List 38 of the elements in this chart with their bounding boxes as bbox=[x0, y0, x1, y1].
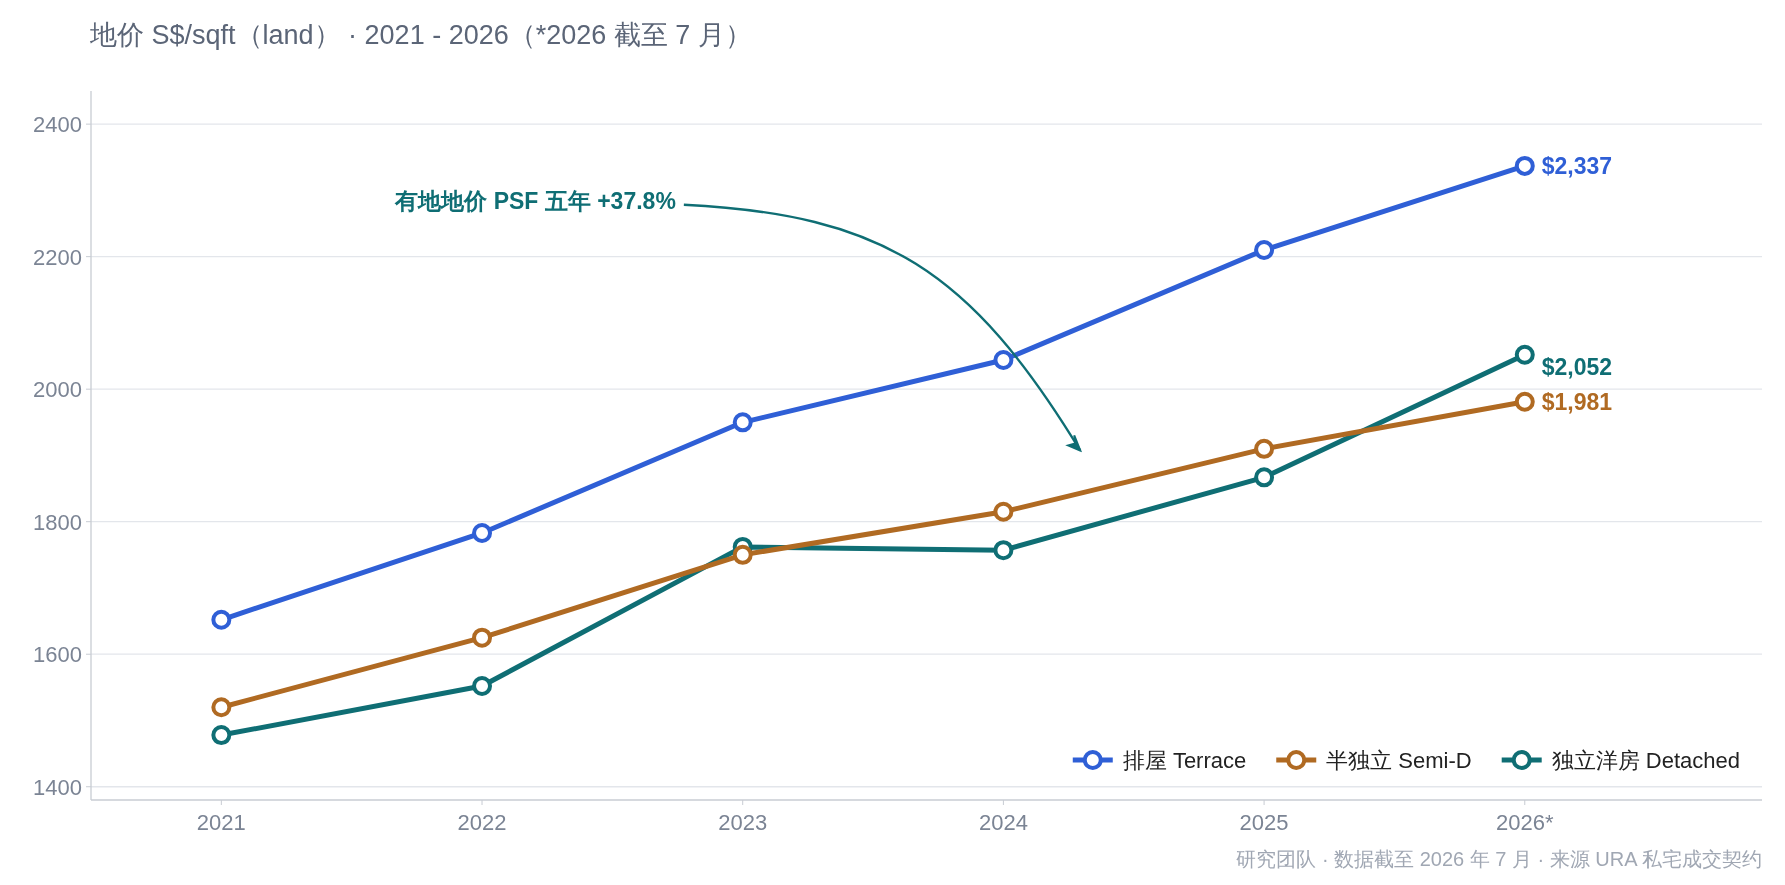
point bbox=[1254, 240, 1275, 261]
point bbox=[211, 609, 232, 630]
point bbox=[1514, 155, 1535, 176]
x-tick-label: 2023 bbox=[718, 810, 768, 835]
point bbox=[993, 350, 1014, 371]
legend-label: 排屋 Terrace bbox=[1122, 748, 1247, 773]
point bbox=[211, 697, 232, 718]
x-tick-label: 2026* bbox=[1496, 810, 1554, 835]
point bbox=[1514, 344, 1535, 365]
point bbox=[472, 627, 493, 648]
data-label: $1,981 bbox=[1541, 388, 1613, 415]
point bbox=[732, 412, 753, 433]
y-tick-label: 2400 bbox=[33, 112, 82, 138]
annotation: 有地地价 PSF 五年 +37.8% bbox=[394, 187, 676, 214]
point bbox=[1254, 467, 1275, 488]
x-tick-label: 2024 bbox=[978, 810, 1028, 835]
point bbox=[472, 522, 493, 543]
chart-title: 地价 S$/sqft（land） · 2021 - 2026（*2026 截至 7 月） bbox=[89, 20, 752, 50]
point bbox=[211, 725, 232, 746]
y-tick-label: 1800 bbox=[33, 509, 82, 535]
point bbox=[732, 544, 753, 565]
data-label: $2,052 bbox=[1541, 353, 1613, 380]
data-label: $2,337 bbox=[1541, 152, 1613, 179]
legend-label: 半独立 Semi-D bbox=[1326, 748, 1472, 773]
x-tick-label: 2025 bbox=[1239, 810, 1289, 835]
point bbox=[993, 501, 1014, 522]
point bbox=[993, 540, 1014, 561]
point bbox=[1254, 438, 1275, 459]
x-tick-label: 2022 bbox=[457, 810, 507, 835]
x-tick-label: 2021 bbox=[196, 810, 246, 835]
y-tick-label: 1400 bbox=[33, 774, 82, 800]
legend-label: 独立洋房 Detached bbox=[1551, 748, 1740, 773]
y-tick-label: 2000 bbox=[33, 377, 82, 403]
point bbox=[1514, 391, 1535, 412]
y-tick-label: 1600 bbox=[33, 642, 82, 668]
y-tick-label: 2200 bbox=[33, 244, 82, 270]
text: 研究团队 · 数据截至 2026 年 7 月 · 来源 URA 私宅成交契约 bbox=[1236, 848, 1762, 870]
point bbox=[472, 676, 493, 697]
